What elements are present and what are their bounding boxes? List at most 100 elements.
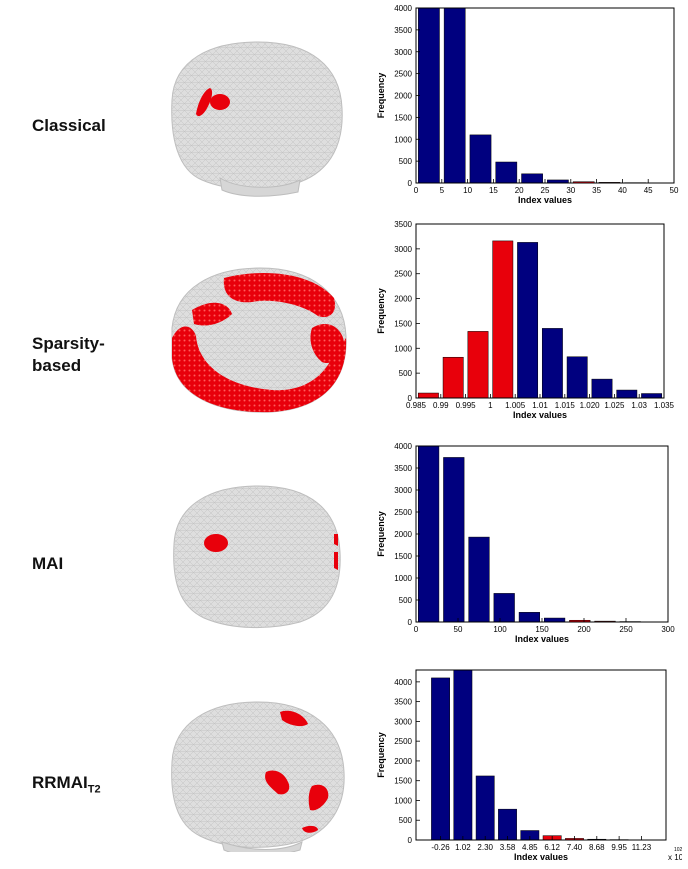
bar bbox=[443, 457, 465, 623]
x-tick-label: 0 bbox=[414, 186, 419, 195]
bar bbox=[641, 393, 663, 399]
x-tick-label: 35 bbox=[592, 186, 601, 195]
y-tick-label: 3500 bbox=[394, 698, 412, 707]
bar bbox=[591, 378, 613, 399]
x-tick-label: 30 bbox=[566, 186, 575, 195]
bar bbox=[492, 240, 514, 399]
y-tick-label: 3000 bbox=[394, 245, 412, 254]
y-tick-label: 0 bbox=[408, 179, 413, 188]
x-tick-label: 1 bbox=[488, 401, 493, 410]
x-tick-label: -0.26 bbox=[431, 843, 450, 852]
y-tick-label: 3000 bbox=[394, 48, 412, 57]
row-label-sparsity-based: Sparsity- based bbox=[32, 333, 105, 377]
bar bbox=[418, 445, 440, 623]
histogram-sparsity-based: 0 500 1000 1500 2000 2500 3000 3500 0.985 0.99 0.9… bbox=[376, 220, 675, 420]
y-tick-label: 1000 bbox=[394, 344, 412, 353]
bar bbox=[616, 389, 638, 399]
x-tick-label: 1.01 bbox=[532, 401, 548, 410]
bar bbox=[431, 677, 450, 841]
bar bbox=[566, 356, 588, 399]
bar bbox=[493, 593, 515, 623]
row-label-line1: Sparsity- bbox=[32, 334, 105, 353]
x-tick-label: 40 bbox=[618, 186, 627, 195]
y-tick-label: 4000 bbox=[394, 678, 412, 687]
row-label-line2: based bbox=[32, 356, 82, 375]
x-axis-multiplier: x 10 bbox=[668, 853, 682, 862]
x-tick-label: 0.99 bbox=[433, 401, 449, 410]
bar bbox=[468, 536, 490, 623]
y-tick-label: 3500 bbox=[394, 26, 412, 35]
brain-render-rrmai bbox=[171, 701, 345, 852]
x-tick-label: 25 bbox=[541, 186, 550, 195]
row-label-classical: Classical bbox=[32, 116, 106, 135]
y-tick-label: 4000 bbox=[394, 442, 412, 451]
x-tick-label: 4.85 bbox=[522, 843, 538, 852]
activation-spot bbox=[334, 552, 338, 570]
row-label-mai: MAI bbox=[32, 554, 64, 573]
x-tick-label: 0 bbox=[414, 625, 419, 634]
activation-spot bbox=[308, 784, 329, 811]
row-label-subscript: T2 bbox=[87, 783, 101, 796]
y-tick-label: 1500 bbox=[394, 552, 412, 561]
bar bbox=[495, 161, 518, 184]
x-tick-label: 150 bbox=[535, 625, 549, 634]
bar bbox=[453, 669, 473, 841]
x-axis-label: Index values bbox=[518, 195, 572, 205]
x-tick-label: 1.035 bbox=[654, 401, 675, 410]
brain-render-mai bbox=[173, 485, 341, 629]
row-label-main: RRMAI bbox=[32, 773, 88, 792]
x-tick-label: 250 bbox=[619, 625, 633, 634]
activation-spot bbox=[210, 94, 230, 110]
x-tick-label: 100 bbox=[493, 625, 507, 634]
x-tick-label: 300 bbox=[661, 625, 675, 634]
activation-spot bbox=[196, 88, 213, 117]
bar bbox=[518, 612, 540, 623]
y-tick-label: 0 bbox=[408, 618, 413, 627]
y-tick-label: 500 bbox=[399, 816, 413, 825]
bar bbox=[521, 173, 543, 184]
y-tick-label: 2500 bbox=[394, 737, 412, 746]
bar bbox=[475, 775, 495, 841]
bar bbox=[541, 328, 563, 399]
y-tick-label: 3000 bbox=[394, 486, 412, 495]
activation-spot bbox=[192, 302, 232, 326]
y-tick-label: 3500 bbox=[394, 464, 412, 473]
x-tick-label: 50 bbox=[670, 186, 679, 195]
bar bbox=[467, 331, 489, 399]
y-tick-label: 0 bbox=[408, 394, 413, 403]
y-tick-label: 2000 bbox=[394, 757, 412, 766]
brain-render-sparsity bbox=[171, 267, 347, 413]
activation-spot bbox=[280, 710, 308, 727]
plot-frame bbox=[415, 669, 667, 841]
y-tick-label: 0 bbox=[408, 836, 413, 845]
y-tick-label: 4000 bbox=[394, 4, 412, 13]
x-tick-label: 3.58 bbox=[500, 843, 516, 852]
bar bbox=[498, 808, 517, 841]
x-axis-label: Index values bbox=[514, 852, 568, 862]
y-tick-label: 1000 bbox=[394, 574, 412, 583]
y-tick-label: 1500 bbox=[394, 319, 412, 328]
y-tick-label: 1500 bbox=[394, 777, 412, 786]
bar bbox=[469, 134, 492, 184]
x-tick-label: 1.020 bbox=[580, 401, 601, 410]
bar bbox=[418, 7, 440, 184]
y-tick-label: 1500 bbox=[394, 113, 412, 122]
brain-render-classical bbox=[171, 41, 343, 197]
y-tick-label: 2500 bbox=[394, 270, 412, 279]
x-tick-label: 20 bbox=[515, 186, 524, 195]
activation-spot bbox=[310, 323, 344, 364]
y-tick-label: 2500 bbox=[394, 70, 412, 79]
y-tick-label: 2000 bbox=[394, 530, 412, 539]
x-tick-label: 5 bbox=[440, 186, 445, 195]
activation-spot bbox=[302, 825, 318, 833]
x-tick-label: 0.985 bbox=[406, 401, 427, 410]
y-tick-label: 500 bbox=[399, 157, 413, 166]
x-tick-label: 10 bbox=[463, 186, 472, 195]
y-tick-label: 1000 bbox=[394, 135, 412, 144]
activation-spot bbox=[334, 534, 338, 546]
x-tick-label: 11.23 bbox=[632, 843, 652, 852]
bar bbox=[417, 392, 439, 399]
activation-spot bbox=[204, 534, 228, 552]
y-tick-label: 500 bbox=[399, 369, 413, 378]
x-tick-label: 1.015 bbox=[555, 401, 576, 410]
